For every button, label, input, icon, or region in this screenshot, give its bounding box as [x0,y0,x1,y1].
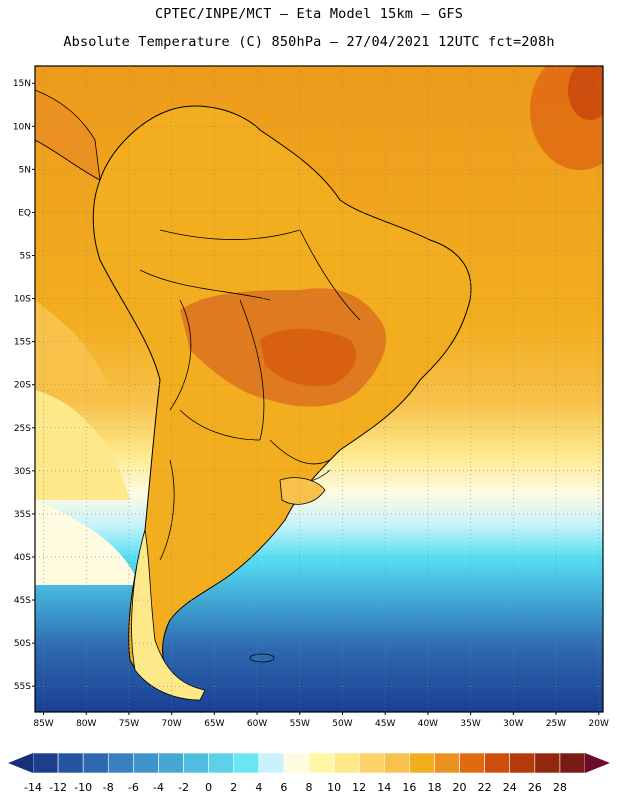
colorbar-label: 28 [553,781,567,794]
colorbar-labels: -14 -12 -10 -8 -6 -4 -2 0 2 4 6 8 10 12 14 16 18 20 22 24 26… [24,781,567,794]
colorbar-swatch [333,752,360,774]
lat-label: 50S [14,639,31,649]
colorbar-boxes [32,752,586,774]
lon-label: 60W [247,719,267,729]
colorbar-label: 24 [503,781,517,794]
lon-label: 30W [503,719,523,729]
latitude-labels: 15N 10N 5N EQ 5S 10S 15S 20S 25S 30S 35S 40S 45S 50S 5… [13,79,35,692]
colorbar-over-arrow [585,753,610,773]
colorbar-swatch [534,752,561,774]
longitude-labels: 85W 80W 75W 70W 65W 60W 55W 50W 45W 40W 35W 30W 25W 2… [33,712,609,729]
lon-label: 75W [119,719,139,729]
patagonia [131,529,206,701]
colorbar-label: 22 [478,781,492,794]
colorbar-swatch [459,752,485,774]
lon-label: 20W [589,719,609,729]
falkland-islands [249,653,275,663]
colorbar-swatch [409,752,435,774]
lon-label: 50W [332,719,352,729]
colorbar-swatch [133,752,159,774]
colorbar-label: 18 [427,781,441,794]
lon-label: 55W [290,719,310,729]
lat-label: 10S [14,295,31,305]
lon-label: 70W [161,719,181,729]
lat-label: 15N [13,79,31,89]
colorbar-label: -10 [74,781,92,794]
lon-label: 80W [76,719,96,729]
colorbar-label: -6 [128,781,139,794]
colorbar-swatch [183,752,209,774]
colorbar-swatch [383,752,410,774]
temperature-map: 15N 10N 5N EQ 5S 10S 15S 20S 25S 30S 35S 40S 45S 50S 5… [13,65,609,729]
colorbar-swatch [434,752,460,774]
colorbar-swatch [283,752,310,774]
colorbar-swatch [82,752,109,774]
country-borders [139,229,361,561]
colorbar-label: 0 [205,781,212,794]
colorbar-swatch [107,752,134,774]
lat-label: 5S [20,251,32,261]
graticule [35,66,603,712]
colorbar-label: 26 [528,781,542,794]
colorbar-swatch [308,752,335,774]
lat-label: 25S [14,424,31,434]
colorbar-label: 2 [230,781,237,794]
central-america [35,89,101,181]
plot-frame [34,65,604,713]
colorbar-swatch [208,752,235,774]
colorbar-label: 20 [453,781,467,794]
central-brazil-hot-spot [260,328,357,387]
lat-label: 55S [14,682,31,692]
lat-label: EQ [18,208,31,218]
lon-label: 65W [204,719,224,729]
colorbar-label: 16 [402,781,416,794]
pacific-cream-band [35,500,140,585]
colorbar-label: -12 [49,781,67,794]
pacific-warm-band [35,300,110,390]
lon-label: 40W [418,719,438,729]
colorbar-swatch [57,752,84,774]
colorbar-under-arrow [8,753,33,773]
lat-label: 5N [19,165,31,175]
colorbar: -14 -12 -10 -8 -6 -4 -2 0 2 4 6 8 10 12 14 16 18 20 22 24 26… [8,752,610,794]
map-title-line-2: Absolute Temperature (C) 850hPa – 27/04/… [63,34,555,50]
lon-label: 45W [375,719,395,729]
colorbar-label: -14 [24,781,42,794]
colorbar-swatch [358,752,385,774]
colorbar-swatch [509,752,536,774]
colorbar-label: 14 [377,781,391,794]
uruguay [279,477,326,505]
colorbar-swatch [233,752,260,774]
lon-label: 85W [33,719,53,729]
lat-label: 40S [14,553,31,563]
colorbar-swatch [559,752,586,774]
colorbar-label: -4 [153,781,164,794]
lat-label: 45S [14,596,31,606]
lat-label: 10N [13,122,31,132]
colorbar-label: 10 [327,781,341,794]
colorbar-swatch [32,752,59,774]
lat-label: 30S [14,467,31,477]
colorbar-label: 6 [280,781,287,794]
colorbar-label: -8 [103,781,114,794]
lat-label: 35S [14,510,31,520]
colorbar-label: -2 [178,781,189,794]
lon-label: 35W [460,719,480,729]
colorbar-label: 8 [306,781,313,794]
colorbar-swatch [158,752,184,774]
colorbar-label: 12 [352,781,366,794]
lon-label: 25W [546,719,566,729]
map-title-line-1: CPTEC/INPE/MCT – Eta Model 15km – GFS [154,6,464,22]
hot-atlantic-spot [568,66,603,120]
colorbar-swatch [258,752,285,774]
colorbar-label: 4 [255,781,262,794]
lat-label: 20S [14,381,31,391]
colorbar-swatch [484,752,511,774]
lat-label: 15S [14,338,31,348]
pacific-yellow-band [35,390,130,500]
